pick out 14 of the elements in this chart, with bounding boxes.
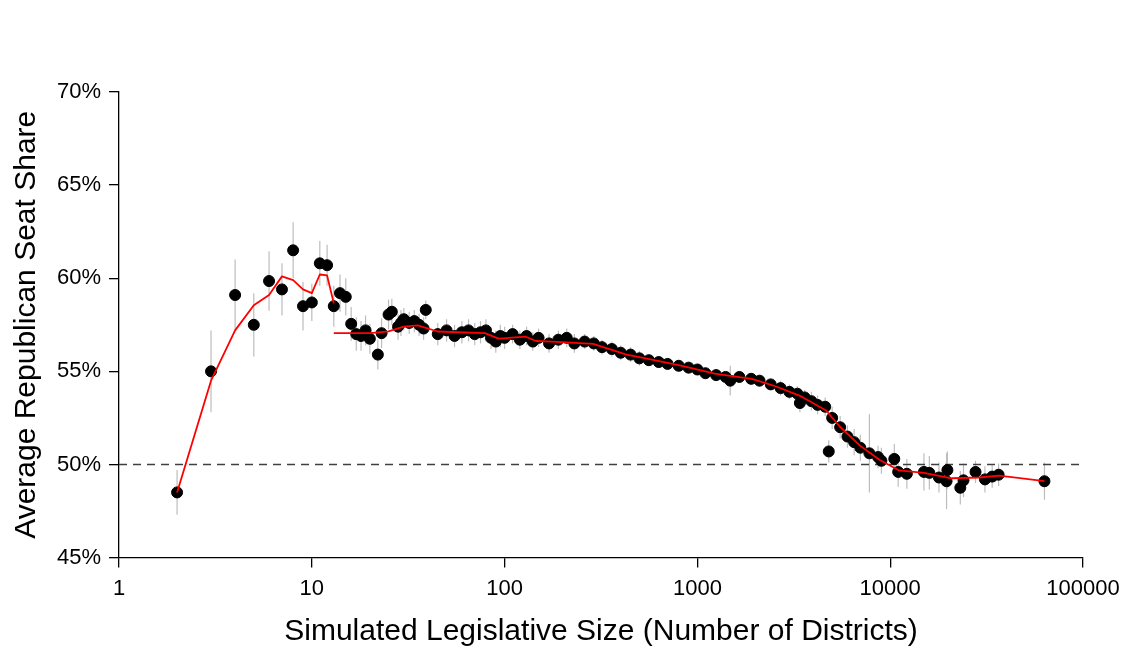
x-tick-label: 100000 [1046,574,1120,600]
x-tick-label: 100 [486,574,523,600]
y-axis-title: Average Republican Seat Share [8,110,42,539]
x-tick-label: 10 [299,574,325,600]
x-axis-title: Simulated Legislative Size (Number of Districts) [284,613,918,647]
x-tick-label: 1 [112,574,126,600]
x-tick-label: 10000 [859,574,921,600]
y-tick-label: 55% [56,357,102,383]
y-tick-label: 65% [56,171,102,197]
y-tick-label: 60% [56,264,102,290]
y-tick-label: 50% [56,450,102,476]
y-tick-label: 45% [56,543,102,569]
x-tick-label: 1000 [672,574,722,600]
y-tick-label: 70% [56,78,102,104]
